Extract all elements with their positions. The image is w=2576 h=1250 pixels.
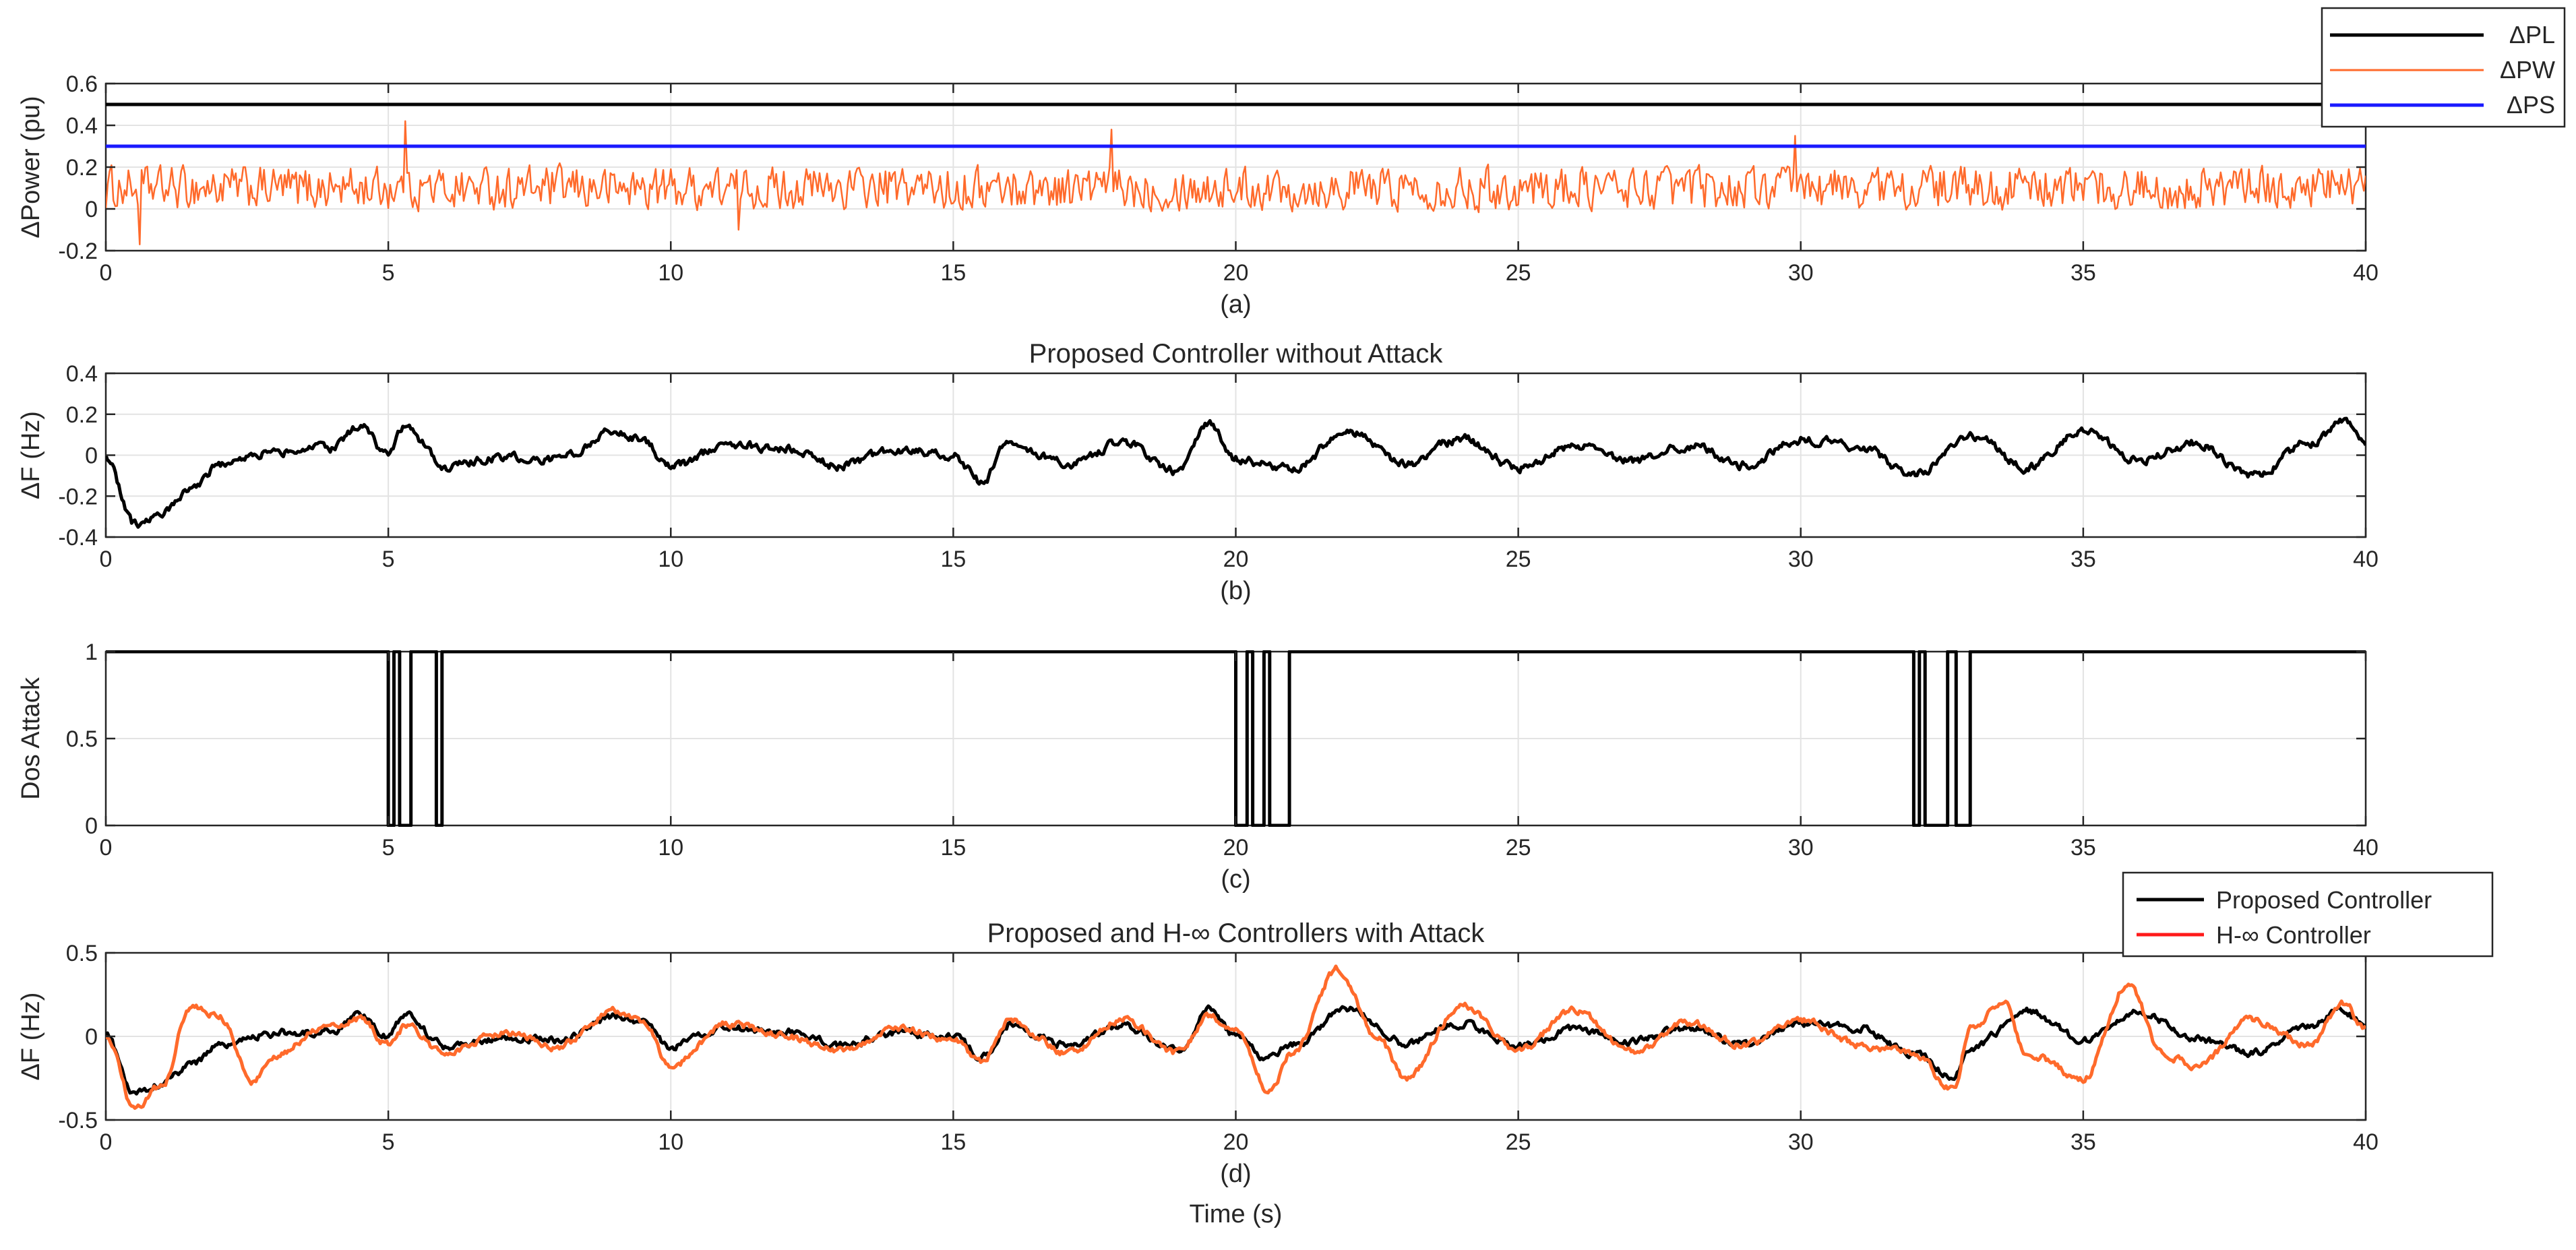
x-tick-label: 15 — [940, 546, 966, 572]
x-tick-label: 5 — [382, 546, 395, 572]
series-line-proposed-controller — [106, 1004, 2366, 1096]
series-line--pw — [106, 120, 2366, 245]
x-tick-label: 40 — [2353, 260, 2379, 286]
legend: Proposed Controller H-∞ Controller — [2122, 871, 2494, 958]
series-group — [106, 650, 2366, 827]
subplot-d: 0 5 10 15 20 25 30 35 40-0.500.5ΔF (Hz)Proposed … — [17, 918, 2379, 1228]
y-axis-label: ΔPower (pu) — [17, 96, 45, 238]
x-axis-label: Time (s) — [1190, 1200, 1283, 1228]
x-tick-label: 5 — [382, 835, 395, 861]
x-tick-label: 35 — [2071, 835, 2096, 861]
x-tick-label: 40 — [2353, 835, 2379, 861]
y-tick-label: 0.5 — [66, 941, 98, 966]
series-group — [106, 416, 2366, 529]
series-line-plot-c — [106, 650, 2366, 827]
subplot-title: Proposed and H-∞ Controllers with Attack — [987, 918, 1485, 948]
x-tick-label: 40 — [2353, 1129, 2379, 1155]
subplot-title: Proposed Controller without Attack — [1029, 339, 1444, 369]
x-tick-label: 25 — [1506, 546, 1531, 572]
legend-label: ΔPS — [2507, 91, 2555, 119]
y-tick-label: -0.5 — [58, 1108, 98, 1133]
y-tick-label: 0.4 — [66, 361, 98, 387]
legend-box — [2321, 7, 2566, 128]
legend-label: ΔPL — [2509, 21, 2555, 49]
y-tick-label: 0.2 — [66, 155, 98, 181]
x-tick-label: 30 — [1788, 835, 1814, 861]
legend-box — [2122, 871, 2494, 958]
subplot-c: 0 5 10 15 20 25 30 35 40 0 0.5 1 Dos Attack (c) — [17, 639, 2379, 894]
legend: ΔPL ΔPW ΔPS — [2321, 7, 2566, 128]
subplot-caption: (b) — [1220, 577, 1251, 605]
x-tick-label: 15 — [940, 835, 966, 861]
x-tick-label: 25 — [1506, 1129, 1531, 1155]
x-tick-label: 25 — [1506, 835, 1531, 861]
x-tick-label: 30 — [1788, 546, 1814, 572]
x-tick-label: 10 — [658, 546, 683, 572]
x-tick-label: 0 — [100, 546, 113, 572]
x-tick-label: 20 — [1223, 835, 1249, 861]
y-tick-label: 0 — [85, 443, 98, 469]
legend-label: ΔPW — [2500, 56, 2555, 84]
x-tick-label: 10 — [658, 835, 683, 861]
y-tick-label: -0.2 — [58, 239, 98, 264]
series-group — [106, 964, 2366, 1110]
x-tick-label: 30 — [1788, 260, 1814, 286]
x-tick-label: 0 — [100, 1129, 113, 1155]
y-tick-label: 0.5 — [66, 726, 98, 752]
series-line-plot-b — [106, 416, 2366, 529]
subplot-caption: (c) — [1221, 865, 1250, 894]
y-axis-label: ΔF (Hz) — [17, 993, 45, 1081]
x-tick-label: 20 — [1223, 260, 1249, 286]
legend-label: Proposed Controller — [2216, 886, 2432, 914]
y-axis-label: Dos Attack — [17, 677, 45, 800]
y-tick-label: 0.2 — [66, 402, 98, 428]
y-tick-label: 1 — [85, 639, 98, 665]
x-tick-label: 15 — [940, 260, 966, 286]
x-tick-label: 5 — [382, 1129, 395, 1155]
x-tick-label: 35 — [2071, 260, 2096, 286]
subplot-b: 0 5 10 15 20 25 30 35 40 -0.4 -0.2 0 0.2 0.4 ΔF (Hz) Pr… — [17, 339, 2379, 605]
y-tick-label: -0.2 — [58, 484, 98, 509]
x-tick-label: 5 — [382, 260, 395, 286]
y-tick-label: -0.4 — [58, 525, 98, 551]
x-tick-label: 10 — [658, 260, 683, 286]
y-tick-label: 0 — [85, 197, 98, 222]
x-tick-label: 20 — [1223, 546, 1249, 572]
legend-label: H-∞ Controller — [2216, 921, 2371, 949]
y-tick-label: 0.4 — [66, 113, 98, 139]
x-tick-label: 35 — [2071, 1129, 2096, 1155]
subplot-caption: (a) — [1220, 290, 1251, 319]
x-tick-label: 40 — [2353, 546, 2379, 572]
y-tick-label: 0.6 — [66, 71, 98, 97]
x-tick-label: 10 — [658, 1129, 683, 1155]
x-tick-label: 25 — [1506, 260, 1531, 286]
series-line-h-controller — [106, 964, 2366, 1110]
y-tick-label: 0 — [85, 1024, 98, 1050]
x-tick-label: 20 — [1223, 1129, 1249, 1155]
x-tick-label: 0 — [100, 260, 113, 286]
series-group — [106, 102, 2366, 245]
x-tick-label: 15 — [940, 1129, 966, 1155]
subplot-caption: (d) — [1220, 1160, 1251, 1188]
x-tick-label: 30 — [1788, 1129, 1814, 1155]
x-tick-label: 0 — [100, 835, 113, 861]
y-axis-label: ΔF (Hz) — [17, 411, 45, 499]
x-tick-label: 35 — [2071, 546, 2096, 572]
y-tick-label: 0 — [85, 813, 98, 839]
